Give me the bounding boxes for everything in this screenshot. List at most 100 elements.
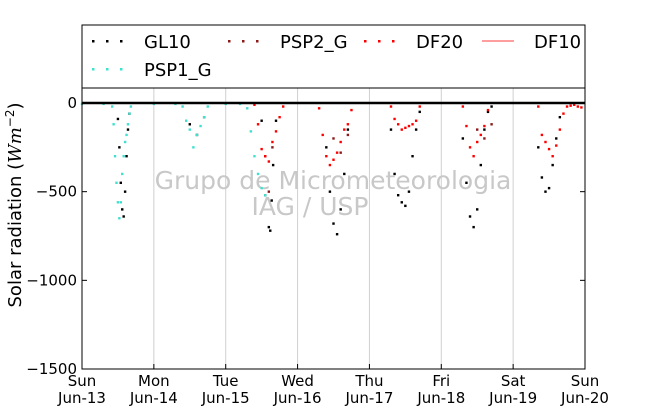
data-point bbox=[540, 176, 544, 179]
data-point bbox=[267, 160, 271, 163]
data-point bbox=[407, 124, 411, 128]
data-point bbox=[483, 128, 486, 131]
x-tick-label-date: Jun-13 bbox=[57, 389, 106, 407]
data-point bbox=[565, 105, 569, 108]
x-tick-label-day: Thu bbox=[354, 372, 383, 390]
legend-dot-swatch bbox=[120, 68, 123, 71]
x-tick-label-day: Mon bbox=[138, 372, 170, 390]
data-point bbox=[328, 190, 332, 193]
x-tick-label-date: Jun-14 bbox=[129, 389, 178, 407]
data-point bbox=[271, 163, 275, 167]
watermark-line-2: IAG / USP bbox=[252, 192, 369, 221]
x-tick-label-date: Jun-19 bbox=[488, 389, 537, 407]
data-point bbox=[461, 137, 465, 140]
data-point bbox=[264, 155, 267, 158]
data-point bbox=[192, 146, 195, 149]
data-point bbox=[490, 105, 493, 108]
data-point bbox=[465, 181, 468, 184]
data-point bbox=[339, 208, 342, 211]
data-point bbox=[332, 137, 335, 140]
data-point bbox=[328, 163, 332, 167]
data-point bbox=[558, 115, 562, 119]
data-point bbox=[119, 201, 123, 204]
data-point bbox=[544, 140, 547, 144]
y-axis-label-text: Solar radiation ( bbox=[5, 163, 26, 308]
data-point bbox=[184, 119, 188, 122]
y-axis-label-exponent: −2 bbox=[3, 110, 17, 128]
data-point bbox=[270, 199, 273, 202]
legend-entry-df20: DF20 bbox=[364, 32, 463, 53]
data-point bbox=[483, 124, 486, 128]
data-point bbox=[278, 115, 281, 119]
data-point bbox=[555, 144, 558, 147]
legend-dot-swatch bbox=[256, 40, 259, 43]
data-point bbox=[249, 130, 253, 133]
data-point bbox=[343, 128, 346, 131]
data-point bbox=[350, 108, 353, 112]
data-point bbox=[260, 119, 263, 122]
data-point bbox=[335, 233, 339, 236]
data-point bbox=[486, 108, 490, 112]
data-point bbox=[321, 133, 324, 137]
data-point bbox=[468, 215, 472, 218]
legend-entry-df10: DF10 bbox=[482, 32, 581, 53]
data-point bbox=[122, 215, 125, 218]
data-point bbox=[472, 155, 475, 158]
data-point bbox=[123, 190, 127, 193]
data-point bbox=[537, 105, 540, 108]
legend-entry-psp1_g: PSP1_G bbox=[92, 60, 212, 81]
data-point bbox=[269, 229, 272, 232]
data-point bbox=[569, 104, 572, 107]
legend-dot-swatch bbox=[242, 40, 245, 43]
data-point bbox=[346, 123, 350, 126]
series-layer bbox=[80, 101, 585, 236]
y-tick-label: −1500 bbox=[26, 360, 77, 378]
data-point bbox=[317, 107, 321, 110]
y-tick-label: −1000 bbox=[26, 271, 77, 289]
data-point bbox=[325, 146, 328, 149]
y-axis: 0 −500 −1000 −1500 bbox=[26, 94, 585, 378]
data-point bbox=[411, 155, 414, 158]
data-point bbox=[465, 124, 468, 128]
series-gl10 bbox=[116, 105, 562, 236]
data-point bbox=[274, 130, 278, 133]
series-df20 bbox=[253, 103, 583, 167]
data-point bbox=[551, 155, 554, 158]
data-point bbox=[271, 140, 274, 144]
legend-dot-swatch bbox=[120, 40, 123, 43]
watermark-line-1: Grupo de Micrometeorologia bbox=[155, 166, 512, 195]
data-point bbox=[551, 163, 554, 167]
legend-entries: GL10 PSP2_G DF20 DF10 PSP1_G bbox=[92, 32, 581, 81]
x-tick-label-date: Jun-17 bbox=[344, 389, 393, 407]
data-point bbox=[461, 105, 465, 108]
data-point bbox=[126, 128, 130, 131]
data-point bbox=[476, 140, 479, 144]
data-point bbox=[414, 128, 418, 131]
legend-entry-gl10: GL10 bbox=[92, 32, 191, 53]
data-point bbox=[393, 117, 396, 121]
grid bbox=[153, 88, 514, 369]
data-point bbox=[490, 123, 493, 126]
legend-label: GL10 bbox=[144, 32, 191, 53]
data-point bbox=[118, 217, 121, 220]
data-point bbox=[389, 105, 393, 108]
data-point bbox=[389, 128, 393, 131]
legend-label: DF20 bbox=[416, 32, 463, 53]
data-point bbox=[253, 155, 256, 158]
data-point bbox=[264, 194, 267, 197]
x-tick-label-date: Jun-18 bbox=[416, 389, 465, 407]
x-tick-label-day: Sun bbox=[68, 372, 97, 390]
legend-box bbox=[81, 24, 586, 89]
data-point bbox=[246, 107, 249, 110]
watermark: Grupo de Micrometeorologia IAG / USP bbox=[155, 166, 512, 221]
y-axis-label: Solar radiation (Wm−2) bbox=[3, 102, 26, 307]
data-point bbox=[576, 105, 580, 108]
x-tick-label-date: Jun-15 bbox=[201, 389, 250, 407]
legend-dot-swatch bbox=[92, 68, 95, 71]
x-tick-label-date: Jun-16 bbox=[273, 389, 322, 407]
x-tick-label-day: Wed bbox=[281, 372, 314, 390]
data-point bbox=[483, 137, 486, 140]
legend-dot-swatch bbox=[364, 40, 367, 43]
data-point bbox=[418, 110, 421, 114]
